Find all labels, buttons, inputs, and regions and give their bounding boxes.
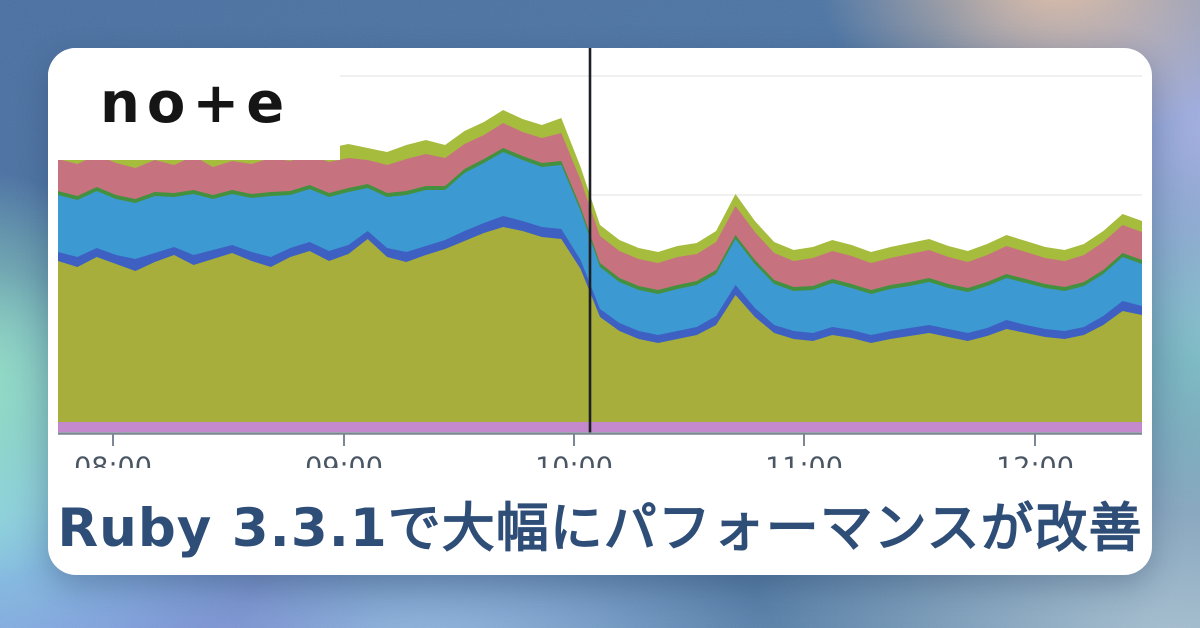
article-title: Ruby 3.3.1で大幅にパフォーマンスが改善 — [57, 497, 1143, 559]
area-layer-olive — [58, 227, 1142, 432]
x-axis-label: 10:00 — [535, 452, 613, 468]
content-card: 08:00 09:00 10:00 11:00 12:00 no+e Ruby 3.3.… — [48, 48, 1152, 575]
x-axis-label: 12:00 — [996, 452, 1074, 468]
x-axis-label: 09:00 — [305, 452, 383, 468]
perf-chart-svg: 08:00 09:00 10:00 11:00 12:00 — [58, 48, 1142, 468]
area-layer-violet-baseline — [58, 422, 1142, 432]
performance-chart: 08:00 09:00 10:00 11:00 12:00 — [48, 48, 1152, 468]
note-logo: no+e — [48, 48, 340, 160]
x-axis-label: 11:00 — [765, 452, 843, 468]
note-logo-text: no+e — [100, 71, 292, 136]
x-axis-label: 08:00 — [74, 452, 152, 468]
headline-bar: Ruby 3.3.1で大幅にパフォーマンスが改善 — [48, 472, 1152, 575]
